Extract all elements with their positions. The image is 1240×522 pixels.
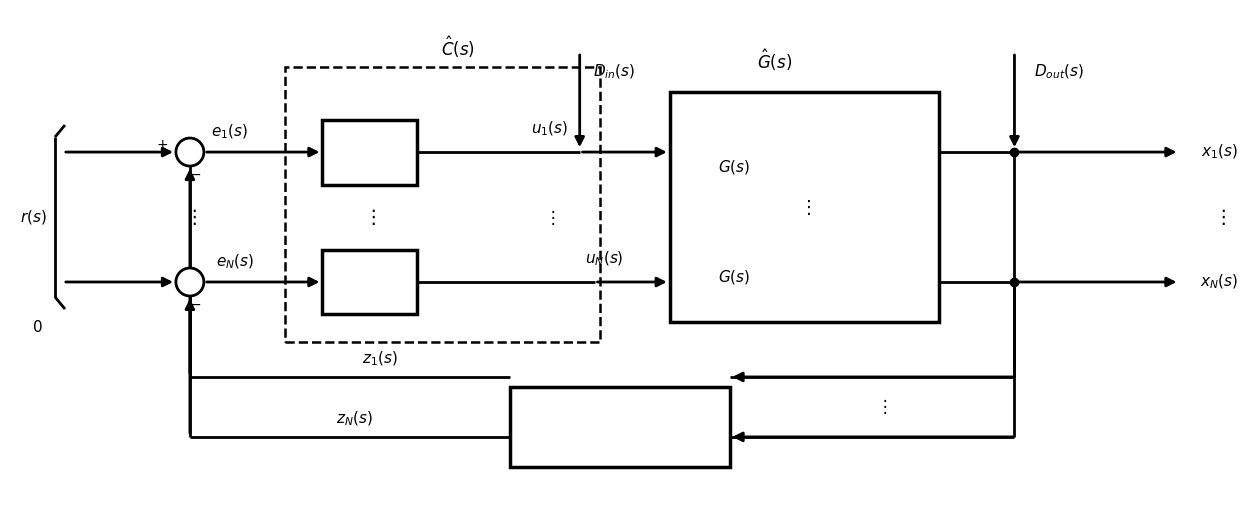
FancyBboxPatch shape (670, 92, 940, 322)
Text: $-$: $-$ (188, 167, 201, 181)
Text: $r(s)$: $r(s)$ (20, 208, 46, 226)
Text: $x_N(s)$: $x_N(s)$ (1200, 273, 1239, 291)
Text: $z_N(s)$: $z_N(s)$ (336, 410, 373, 428)
Text: $\hat{G}(s)$: $\hat{G}(s)$ (758, 48, 792, 73)
Text: $\hat{C}(s)$: $\hat{C}(s)$ (441, 34, 475, 60)
FancyBboxPatch shape (322, 250, 418, 314)
Text: $u_1(s)$: $u_1(s)$ (531, 120, 568, 138)
Text: $G(s)$: $G(s)$ (718, 268, 750, 286)
Text: $C(s)$: $C(s)$ (355, 143, 386, 161)
Text: $-$: $-$ (188, 297, 201, 311)
Text: $e_1(s)$: $e_1(s)$ (211, 123, 248, 141)
Text: $u_N(s)$: $u_N(s)$ (585, 250, 624, 268)
Text: $D_{out}(s)$: $D_{out}(s)$ (1034, 63, 1085, 81)
Text: $+$: $+$ (156, 138, 167, 152)
Circle shape (176, 268, 203, 296)
Circle shape (176, 138, 203, 166)
Text: $\vdots$: $\vdots$ (799, 197, 811, 217)
FancyBboxPatch shape (285, 67, 600, 342)
Text: $e_N(s)$: $e_N(s)$ (216, 253, 254, 271)
Text: $G(s)$: $G(s)$ (718, 158, 750, 176)
Text: $C(s)$: $C(s)$ (355, 273, 386, 291)
Text: $\vdots$: $\vdots$ (877, 397, 888, 417)
Text: $\vdots$: $\vdots$ (363, 207, 376, 227)
Text: $\vdots$: $\vdots$ (184, 207, 196, 227)
Text: $\vdots$: $\vdots$ (1213, 207, 1225, 227)
Text: $\vdots$: $\vdots$ (544, 208, 556, 227)
Text: $x_1(s)$: $x_1(s)$ (1200, 143, 1238, 161)
FancyBboxPatch shape (322, 120, 418, 185)
Text: $D_{in}(s)$: $D_{in}(s)$ (594, 63, 636, 81)
FancyBboxPatch shape (510, 387, 729, 467)
Text: $0$: $0$ (32, 319, 42, 335)
Text: $z_1(s)$: $z_1(s)$ (362, 350, 398, 368)
Text: $L+I_N^M$: $L+I_N^M$ (598, 416, 641, 438)
